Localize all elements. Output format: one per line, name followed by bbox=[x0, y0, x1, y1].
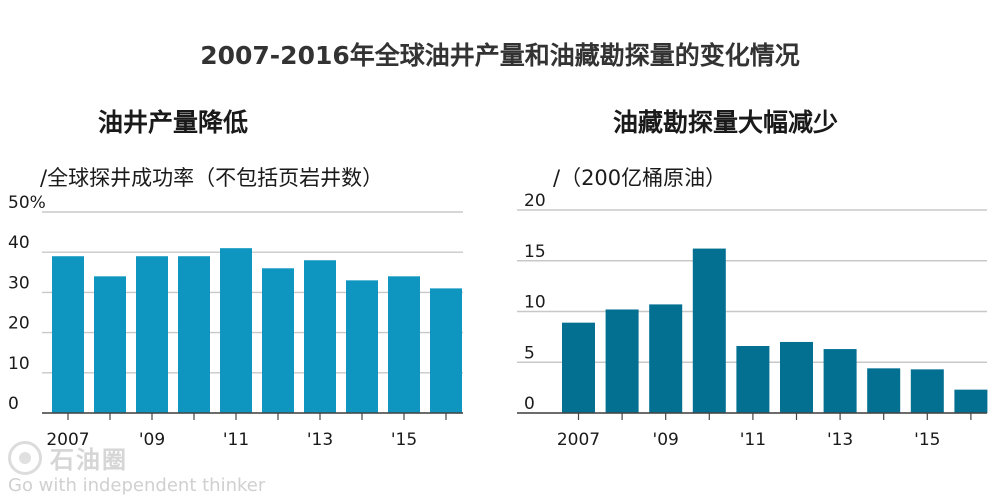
watermark-name: 石油圈 bbox=[50, 446, 128, 474]
right-chart-unit-label: /（200亿桶原油） bbox=[553, 166, 727, 190]
right-chart-y-tick-label: 0 bbox=[524, 394, 535, 414]
left-chart-bar-2012 bbox=[262, 268, 294, 413]
right-chart-bar-2010 bbox=[692, 248, 726, 413]
right-chart-y-tick-label: 15 bbox=[524, 242, 546, 262]
left-chart-x-tick-label: '13 bbox=[307, 430, 333, 450]
right-chart-bar-2012 bbox=[780, 341, 813, 413]
left-chart-title: 油井产量降低 bbox=[98, 108, 249, 137]
right-chart-bar-2014 bbox=[867, 368, 901, 413]
left-chart-x-tick-label: '11 bbox=[223, 430, 249, 450]
right-chart-y-tick-label: 5 bbox=[524, 343, 535, 363]
left-chart-bar-2013 bbox=[304, 260, 336, 413]
left-chart-bar-2016 bbox=[430, 288, 462, 413]
page-title: 2007-2016年全球油井产量和油藏勘探量的变化情况 bbox=[200, 41, 800, 70]
watermark: 石油圈 Go with independent thinker bbox=[8, 440, 265, 496]
right-chart-x-tick-label: '13 bbox=[827, 430, 853, 450]
left-chart-bar-2010 bbox=[178, 256, 210, 413]
right-chart-title: 油藏勘探量大幅减少 bbox=[613, 108, 839, 137]
left-chart-y-tick-label: 30 bbox=[8, 273, 30, 293]
left-chart-y-tick-label: 0 bbox=[8, 394, 19, 414]
left-chart-bar-2011 bbox=[220, 248, 252, 413]
right-chart-x-tick-label: '15 bbox=[914, 430, 940, 450]
left-chart-y-tick-label: 20 bbox=[8, 314, 30, 334]
left-chart-x-tick-label: '15 bbox=[391, 430, 417, 450]
right-chart-bar-2016 bbox=[954, 389, 988, 413]
watermark-logo-icon bbox=[8, 440, 42, 475]
right-chart-bar-2007 bbox=[562, 322, 595, 413]
right-chart-bar-2011 bbox=[736, 346, 770, 413]
right-chart-y-tick-label: 10 bbox=[524, 293, 546, 313]
right-chart-bar-2015 bbox=[910, 369, 944, 413]
left-chart-bar-2008 bbox=[94, 276, 126, 413]
right-chart-x-tick-label: '09 bbox=[653, 430, 679, 450]
right-chart-bar-2008 bbox=[605, 309, 639, 413]
left-chart-unit-label: /全球探井成功率（不包括页岩井数） bbox=[40, 166, 384, 190]
left-chart-bar-2015 bbox=[388, 276, 420, 413]
left-chart-bar-2014 bbox=[346, 280, 378, 413]
right-chart-x-tick-label: '11 bbox=[740, 430, 766, 450]
left-chart-y-tick-label: 10 bbox=[8, 354, 30, 374]
right-chart-bar-2009 bbox=[649, 304, 683, 413]
watermark-slogan: Go with independent thinker bbox=[8, 475, 266, 496]
right-chart-x-tick-label: 2007 bbox=[557, 430, 600, 450]
left-chart-y-tick-label: 40 bbox=[8, 233, 30, 253]
left-chart-x-tick-label: '09 bbox=[139, 430, 165, 450]
left-chart-x-tick-label: 2007 bbox=[46, 430, 89, 450]
left-chart-bar-2009 bbox=[136, 256, 168, 413]
right-chart-y-tick-label: 20 bbox=[524, 191, 546, 211]
left-chart-y-tick-label: 50% bbox=[8, 193, 46, 213]
left-chart-bar-2007 bbox=[52, 256, 84, 413]
right-chart-bar-2013 bbox=[823, 349, 857, 413]
